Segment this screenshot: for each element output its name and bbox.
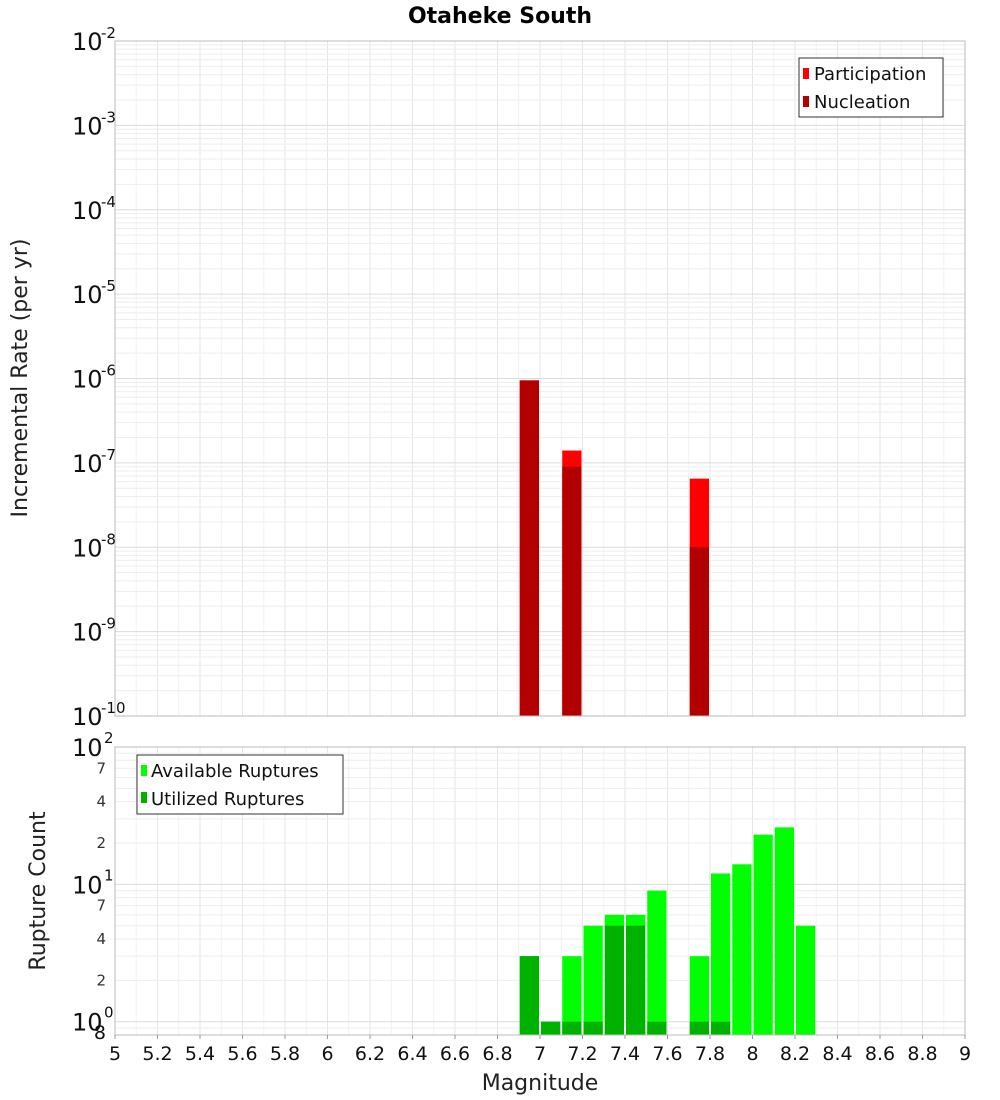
available-ruptures-bar bbox=[711, 873, 731, 1035]
utilized-ruptures-bar bbox=[562, 1021, 582, 1035]
magnitude-x-tick-label: 5 bbox=[109, 1043, 121, 1065]
rate-y-tick-exponent: -10 bbox=[101, 699, 126, 717]
rate-y-tick-label: 10 bbox=[72, 619, 103, 647]
rate-y-tick-label: 10 bbox=[72, 112, 103, 140]
rate-plot-frame bbox=[114, 40, 966, 717]
rate-y-tick-exponent: -9 bbox=[101, 615, 116, 633]
available-ruptures-bar bbox=[753, 834, 773, 1035]
count-legend-box bbox=[136, 754, 344, 815]
rate-y-tick-exponent: -2 bbox=[101, 24, 116, 42]
count-y-minor-tick-label: 8 bbox=[94, 1022, 106, 1044]
available-ruptures-bar bbox=[562, 956, 582, 1035]
utilized-ruptures-bar bbox=[711, 1021, 731, 1035]
count-y-minor-tick-label: 2 bbox=[96, 834, 106, 852]
magnitude-x-tick-label: 6 bbox=[321, 1043, 333, 1065]
rate-y-tick-exponent: -3 bbox=[101, 108, 116, 126]
magnitude-x-tick-label: 8.4 bbox=[822, 1043, 852, 1065]
magnitude-x-axis-label: Magnitude bbox=[482, 1071, 599, 1096]
rate-y-tick-label: 10 bbox=[72, 281, 103, 309]
rate-y-axis-label: Incremental Rate (per yr) bbox=[8, 239, 33, 518]
utilized-ruptures-bar bbox=[626, 925, 646, 1035]
available-ruptures-legend-label: Available Ruptures bbox=[151, 761, 319, 782]
utilized-ruptures-bar bbox=[647, 1021, 667, 1035]
nucleation-bar bbox=[562, 466, 582, 716]
utilized-ruptures-legend-label: Utilized Ruptures bbox=[151, 789, 304, 810]
magnitude-x-tick-label: 8.6 bbox=[865, 1043, 895, 1065]
participation-legend-label: Participation bbox=[814, 64, 926, 85]
rate-grid bbox=[114, 40, 966, 717]
utilized-ruptures-bar bbox=[604, 925, 624, 1035]
rate-y-tick-label: 10 bbox=[72, 534, 103, 562]
magnitude-x-ticks: 5 5.2 5.4 5.6 5.8 6 6.2 6.4 6.6 6.8 7 7.2 7.4 7.6 7.8 8… bbox=[109, 1035, 971, 1065]
rate-legend-box bbox=[798, 57, 944, 118]
magnitude-x-tick-label: 6.2 bbox=[355, 1043, 385, 1065]
available-ruptures-bar bbox=[796, 925, 816, 1035]
count-y-minor-tick-label: 4 bbox=[96, 930, 106, 948]
magnitude-x-tick-label: 8.2 bbox=[780, 1043, 810, 1065]
available-ruptures-bar bbox=[689, 956, 709, 1035]
rate-y-tick-exponent: -7 bbox=[101, 446, 116, 464]
utilized-ruptures-bar bbox=[583, 1021, 603, 1035]
utilized-ruptures-bar bbox=[519, 956, 539, 1035]
rate-y-tick-label: 10 bbox=[72, 28, 103, 56]
count-y-minor-tick-label: 2 bbox=[96, 971, 106, 989]
magnitude-x-tick-label: 8.8 bbox=[907, 1043, 937, 1065]
available-ruptures-bar bbox=[774, 827, 794, 1035]
magnitude-x-tick-label: 5.6 bbox=[227, 1043, 257, 1065]
count-bars bbox=[519, 827, 816, 1035]
available-ruptures-bar bbox=[583, 925, 603, 1035]
rate-y-tick-label: 10 bbox=[72, 366, 103, 394]
utilized-ruptures-bar bbox=[689, 1021, 709, 1035]
rate-y-tick-exponent: -5 bbox=[101, 277, 116, 295]
magnitude-x-tick-label: 5.2 bbox=[142, 1043, 172, 1065]
rate-bars bbox=[519, 380, 709, 716]
count-y-tick-label: 10 bbox=[72, 1009, 103, 1037]
count-y-tick-exponent: 2 bbox=[104, 729, 114, 747]
count-y-minor-tick-label: 7 bbox=[96, 759, 106, 777]
magnitude-x-tick-label: 7.6 bbox=[652, 1043, 682, 1065]
nucleation-bar bbox=[519, 380, 539, 716]
rate-legend: Participation Nucleation bbox=[798, 57, 944, 118]
count-y-minor-tick-label: 7 bbox=[96, 897, 106, 915]
utilized-ruptures-bar bbox=[541, 1021, 561, 1035]
nucleation-legend-swatch bbox=[803, 96, 809, 107]
available-ruptures-legend-swatch bbox=[141, 765, 147, 776]
count-y-tick-exponent: 1 bbox=[104, 866, 114, 884]
rate-y-tick-label: 10 bbox=[72, 450, 103, 478]
participation-legend-swatch bbox=[803, 68, 809, 79]
available-ruptures-bar bbox=[732, 864, 752, 1035]
count-y-tick-label: 10 bbox=[72, 871, 103, 899]
count-y-tick-exponent: 0 bbox=[104, 1004, 114, 1022]
magnitude-x-tick-label: 7.8 bbox=[695, 1043, 725, 1065]
count-y-tick-label: 10 bbox=[72, 734, 103, 762]
rate-y-tick-exponent: -4 bbox=[101, 193, 116, 211]
count-y-axis-label: Rupture Count bbox=[26, 811, 51, 971]
available-ruptures-bar bbox=[647, 890, 667, 1035]
rate-y-tick-label: 10 bbox=[72, 703, 103, 731]
rate-y-tick-exponent: -6 bbox=[101, 362, 116, 380]
rate-y-tick-label: 10 bbox=[72, 197, 103, 225]
magnitude-x-tick-label: 5.8 bbox=[270, 1043, 300, 1065]
magnitude-x-tick-label: 9 bbox=[959, 1043, 971, 1065]
chart-title: Otaheke South bbox=[408, 4, 592, 29]
nucleation-legend-label: Nucleation bbox=[814, 92, 910, 113]
magnitude-x-tick-label: 6.8 bbox=[482, 1043, 512, 1065]
count-y-minor-tick-label: 4 bbox=[96, 793, 106, 811]
magnitude-x-tick-label: 7.2 bbox=[567, 1043, 597, 1065]
magnitude-x-tick-label: 7 bbox=[534, 1043, 546, 1065]
count-legend: Available Ruptures Utilized Ruptures bbox=[136, 754, 344, 815]
magnitude-x-tick-label: 6.6 bbox=[440, 1043, 470, 1065]
utilized-ruptures-legend-swatch bbox=[141, 792, 147, 803]
magnitude-x-tick-label: 7.4 bbox=[610, 1043, 640, 1065]
magnitude-x-tick-label: 5.4 bbox=[185, 1043, 215, 1065]
nucleation-bar bbox=[689, 547, 709, 716]
rate-y-tick-exponent: -8 bbox=[101, 530, 116, 548]
magnitude-x-tick-label: 6.4 bbox=[397, 1043, 427, 1065]
magnitude-x-tick-label: 8 bbox=[746, 1043, 758, 1065]
